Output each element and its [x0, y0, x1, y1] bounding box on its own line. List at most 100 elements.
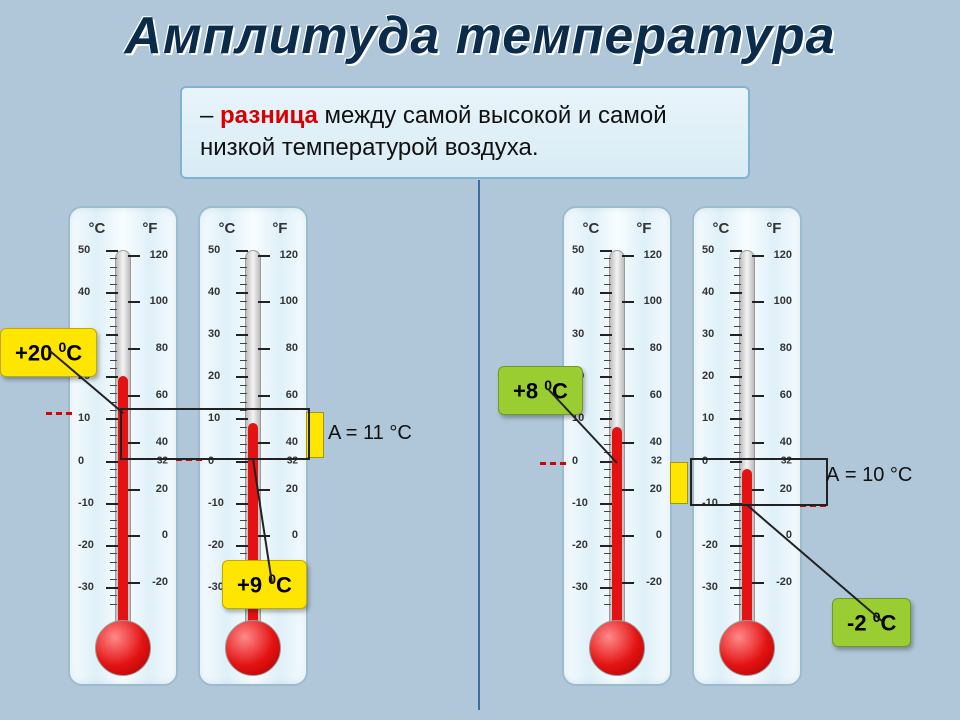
tick-minor	[604, 267, 611, 268]
tick-minor	[604, 393, 611, 394]
unit-f-label: °F	[636, 220, 651, 237]
tick-minor	[240, 258, 247, 259]
tick-celsius	[730, 250, 742, 252]
tick-fahrenheit	[622, 582, 634, 584]
tick-fahrenheit	[622, 489, 634, 491]
tick-celsius	[730, 376, 742, 378]
tick-minor	[110, 604, 117, 605]
thermometer-units: °C°F	[70, 220, 176, 237]
tick-minor	[240, 351, 247, 352]
tick-label-celsius: -10	[572, 497, 588, 509]
tick-minor	[734, 343, 741, 344]
tick-minor	[734, 410, 741, 411]
tick-label-fahrenheit: 20	[650, 483, 662, 495]
tick-minor	[604, 469, 611, 470]
tick-celsius	[600, 545, 612, 547]
tick-minor	[734, 393, 741, 394]
tick-fahrenheit	[128, 582, 140, 584]
unit-c-label: °C	[218, 220, 235, 237]
tick-fahrenheit	[622, 348, 634, 350]
tick-label-fahrenheit: 20	[286, 483, 298, 495]
tick-celsius	[106, 461, 118, 463]
tick-minor	[734, 570, 741, 571]
tick-label-fahrenheit: -20	[646, 576, 662, 588]
tick-label-celsius: -20	[208, 539, 224, 551]
tick-minor	[734, 360, 741, 361]
tick-celsius	[600, 376, 612, 378]
tick-minor	[604, 604, 611, 605]
thermometer-bulb	[95, 620, 151, 676]
tick-minor	[604, 444, 611, 445]
tick-label-celsius: -30	[702, 581, 718, 593]
tick-label-celsius: -20	[572, 539, 588, 551]
tick-minor	[604, 402, 611, 403]
tick-minor	[110, 477, 117, 478]
tick-fahrenheit	[258, 348, 270, 350]
tick-celsius	[730, 334, 742, 336]
tick-celsius	[236, 376, 248, 378]
tick-celsius	[106, 545, 118, 547]
tick-label-celsius: 30	[572, 328, 584, 340]
tick-minor	[110, 469, 117, 470]
tick-minor	[604, 528, 611, 529]
tick-minor	[604, 494, 611, 495]
tick-label-celsius: -20	[702, 539, 718, 551]
tick-celsius	[730, 545, 742, 547]
tick-label-freeze: 32	[651, 455, 662, 466]
thermometer: °C°F50403020100-10-20-30120100806040200-…	[562, 206, 672, 686]
tick-minor	[734, 284, 741, 285]
tick-celsius	[730, 418, 742, 420]
tick-fahrenheit	[752, 255, 764, 257]
tick-minor	[604, 258, 611, 259]
tick-celsius	[600, 250, 612, 252]
tick-celsius	[106, 292, 118, 294]
tick-minor	[110, 494, 117, 495]
tick-fahrenheit	[622, 442, 634, 444]
tick-minor	[240, 275, 247, 276]
tick-minor	[604, 385, 611, 386]
thermometer-units: °C°F	[200, 220, 306, 237]
temperature-label: +20 0C	[0, 328, 97, 377]
tick-minor	[110, 360, 117, 361]
tick-minor	[734, 528, 741, 529]
thermometer-units: °C°F	[694, 220, 800, 237]
tick-minor	[110, 570, 117, 571]
tick-celsius	[730, 587, 742, 589]
tick-minor	[110, 410, 117, 411]
tick-minor	[110, 351, 117, 352]
tick-minor	[604, 536, 611, 537]
tick-label-fahrenheit: 80	[286, 342, 298, 354]
tick-label-celsius: 20	[208, 370, 220, 382]
tick-minor	[604, 301, 611, 302]
tick-fahrenheit	[752, 395, 764, 397]
tick-label-fahrenheit: 120	[644, 249, 662, 261]
tick-fahrenheit	[128, 348, 140, 350]
tick-fahrenheit	[622, 395, 634, 397]
tick-minor	[240, 393, 247, 394]
tick-celsius	[236, 503, 248, 505]
tick-label-celsius: 0	[572, 455, 578, 467]
tick-minor	[110, 435, 117, 436]
tick-label-celsius: 50	[208, 244, 220, 256]
tick-minor	[240, 511, 247, 512]
tick-celsius	[236, 334, 248, 336]
tick-minor	[604, 570, 611, 571]
tick-minor	[604, 351, 611, 352]
tick-minor	[110, 553, 117, 554]
tick-minor	[734, 427, 741, 428]
vertical-divider	[478, 180, 480, 710]
tick-minor	[604, 595, 611, 596]
tick-label-celsius: 10	[702, 412, 714, 424]
tick-minor	[110, 511, 117, 512]
tick-label-fahrenheit: 120	[280, 249, 298, 261]
thermometer-scale: 50403020100-10-20-30120100806040200-2032	[564, 250, 670, 604]
tick-fahrenheit	[128, 255, 140, 257]
tick-minor	[734, 595, 741, 596]
tick-fahrenheit	[752, 348, 764, 350]
tick-minor	[604, 309, 611, 310]
tick-minor	[240, 317, 247, 318]
tick-celsius	[600, 461, 612, 463]
tick-minor	[734, 385, 741, 386]
unit-c-label: °C	[712, 220, 729, 237]
tick-label-celsius: 30	[702, 328, 714, 340]
